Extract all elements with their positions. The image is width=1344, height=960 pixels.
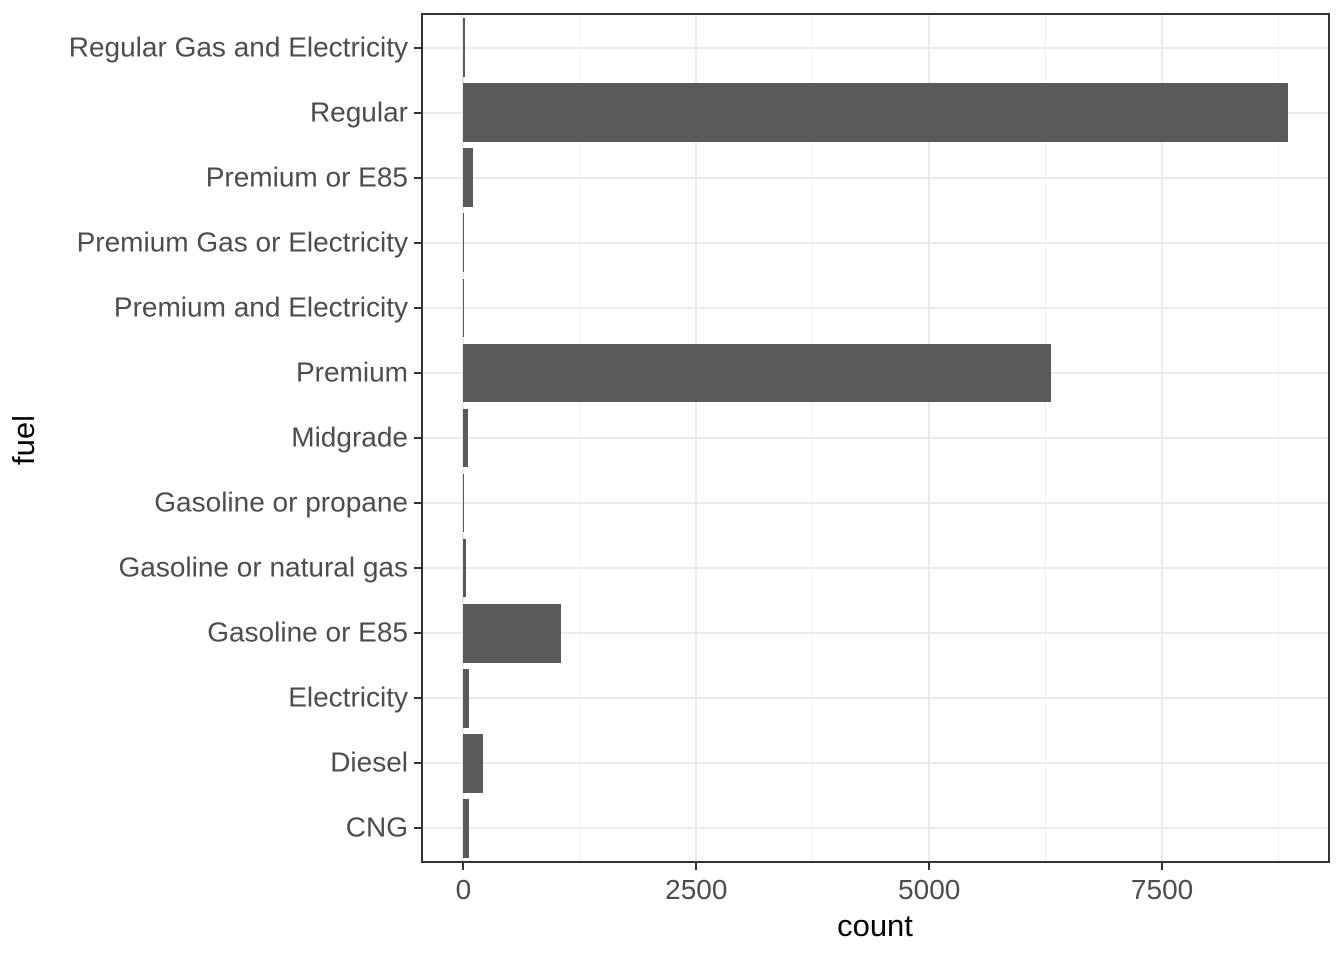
y-tick-mark (414, 306, 421, 309)
y-tick-mark (414, 437, 421, 439)
gridline-major-vertical (695, 15, 698, 861)
y-axis-category-label: Premium (295, 356, 408, 388)
y-tick-mark (414, 502, 421, 505)
bar-cng (463, 799, 469, 858)
bar-midgrade (463, 408, 469, 468)
y-axis-category-label: Regular Gas and Electricity (68, 30, 408, 62)
gridline-minor-vertical (579, 15, 581, 861)
x-axis-tick-label: 5000 (898, 874, 961, 905)
bar-premium-gas-or-electricity (463, 213, 465, 273)
bar-regular-gas-and-electricity (463, 18, 466, 77)
y-axis-category-label: Diesel (330, 746, 408, 778)
y-axis-category-label: Gasoline or natural gas (118, 551, 408, 583)
bar-gasoline-or-e85 (463, 603, 562, 663)
bar-premium (463, 343, 1052, 403)
y-axis-category-label: Premium Gas or Electricity (76, 226, 408, 258)
gridline-major-horizontal (423, 632, 1328, 635)
y-axis-category-label: Regular (309, 95, 408, 127)
bar-premium-or-e85 (463, 148, 473, 207)
y-tick-mark (414, 697, 421, 700)
gridline-minor-vertical (812, 15, 814, 861)
gridline-minor-vertical (1045, 15, 1047, 861)
x-axis-tick-label: 2500 (665, 874, 728, 905)
y-tick-mark (414, 46, 421, 49)
y-tick-mark (414, 762, 421, 765)
bar-electricity (463, 669, 470, 728)
gridline-major-horizontal (423, 437, 1328, 439)
plot-panel (421, 13, 1330, 863)
y-axis-category-label: Electricity (288, 681, 408, 713)
x-axis-tick-label: 7500 (1130, 874, 1194, 905)
gridline-major-horizontal (423, 241, 1328, 244)
bar-gasoline-or-natural-gas (463, 538, 467, 598)
y-tick-mark (414, 827, 421, 830)
y-axis-category-label: Premium and Electricity (113, 291, 408, 323)
x-tick-mark (695, 863, 698, 870)
y-axis-category-label: Premium or E85 (205, 161, 408, 193)
y-axis-category-label: Midgrade (291, 421, 408, 453)
gridline-major-horizontal (423, 502, 1328, 505)
x-tick-mark (462, 863, 465, 870)
y-tick-mark (414, 111, 421, 114)
bar-gasoline-or-propane (463, 473, 465, 533)
x-tick-mark (1161, 863, 1164, 870)
y-axis-category-label: Gasoline or E85 (207, 616, 408, 648)
gridline-major-horizontal (423, 827, 1328, 830)
x-axis-tick-label: 0 (455, 874, 472, 905)
gridline-major-horizontal (423, 176, 1328, 179)
y-axis-category-label: CNG (345, 811, 408, 843)
gridline-major-horizontal (423, 46, 1328, 49)
gridline-major-vertical (1161, 15, 1164, 861)
gridline-major-horizontal (423, 762, 1328, 765)
bar-diesel (463, 734, 483, 793)
gridline-major-vertical (928, 15, 931, 861)
gridline-major-horizontal (423, 567, 1328, 570)
y-tick-mark (414, 632, 421, 635)
x-axis-title: count (837, 908, 913, 943)
bar-regular (463, 83, 1288, 142)
gridline-major-horizontal (423, 306, 1328, 309)
y-tick-mark (414, 241, 421, 244)
y-axis-category-label: Gasoline or propane (154, 486, 408, 518)
x-tick-mark (928, 863, 931, 870)
gridline-minor-vertical (1278, 15, 1280, 861)
y-tick-mark (414, 176, 421, 179)
y-tick-mark (414, 567, 421, 570)
y-tick-mark (414, 371, 421, 374)
gridline-major-horizontal (423, 697, 1328, 700)
